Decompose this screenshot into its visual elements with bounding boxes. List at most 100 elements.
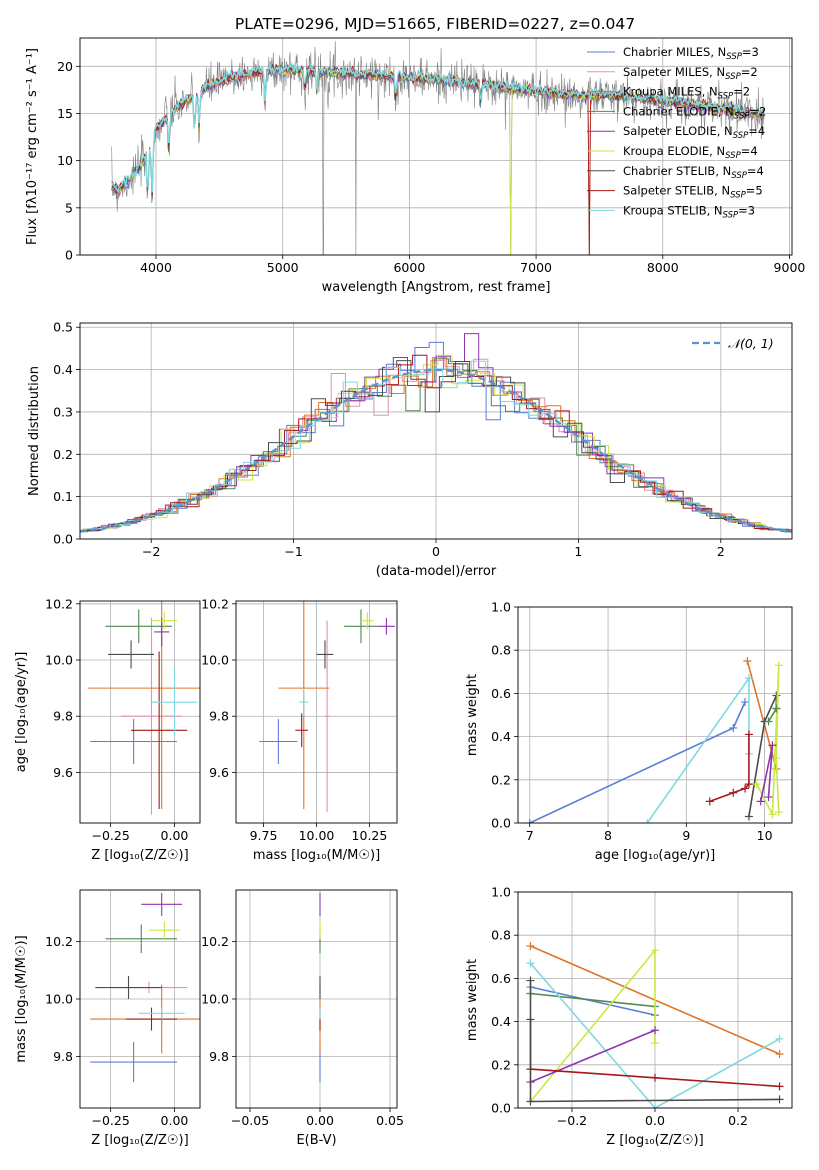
error-point-salpeter-miles [324, 620, 330, 812]
y-tick-label: 10.0 [45, 992, 73, 1007]
x-tick-label: 0.00 [306, 1113, 334, 1128]
weight-marker [526, 976, 535, 985]
axes-frame [517, 606, 793, 824]
x-tick-label: −0.05 [231, 1113, 269, 1128]
y-tick-label: 10.2 [201, 596, 229, 611]
x-tick-label: 1 [574, 544, 582, 559]
x-tick-label: 10.00 [299, 828, 335, 843]
x-tick-label: 10.25 [352, 828, 388, 843]
panel-z_mass: −0.25 0.00 9.8 10.0 10.2 Z [log₁₀(Z/Z☉)] mass … [14, 889, 201, 1148]
y-tick-label: 9.6 [209, 765, 229, 780]
x-tick-label: 9.75 [250, 828, 278, 843]
weight-marker [705, 797, 714, 806]
x-axis-label: E(B-V) [296, 1133, 336, 1148]
weight-marker [526, 959, 535, 968]
y-tick-label: 0.2 [491, 772, 511, 787]
y-tick-label: 0.4 [53, 362, 73, 377]
error-point-chabrier-miles [90, 1042, 178, 1083]
y-tick-label: 0.8 [491, 928, 511, 943]
plot-area [90, 892, 200, 1083]
x-tick-label: 7 [526, 828, 534, 843]
weight-marker [768, 741, 777, 750]
grid-lines [236, 601, 397, 823]
y-tick-label: 15 [57, 106, 73, 121]
y-tick-label: 0.0 [491, 1101, 511, 1116]
weight-marker [774, 808, 783, 817]
x-axis-label: Z [log₁₀(Z/Z☉)] [91, 848, 188, 863]
axes-frame [235, 889, 398, 1109]
x-tick-label: 2 [717, 544, 725, 559]
error-point-kroupa-miles [87, 601, 200, 809]
error-point-kroupa-stelib [138, 1007, 185, 1020]
y-tick-label: 10 [57, 153, 73, 168]
x-tick-label: −0.25 [91, 1113, 129, 1128]
y-axis-label: Normed distribution [27, 366, 42, 496]
legend-entry: Chabrier STELIB, NSSP=4 [623, 164, 764, 181]
histogram-chabrier-stelib [83, 360, 792, 532]
weight-marker [643, 819, 652, 823]
weight-marker [752, 780, 761, 789]
weight-line-chabrier-miles [530, 986, 656, 1016]
weight-marker [741, 784, 750, 793]
grid-lines [236, 890, 397, 1108]
y-tick-label: 0.6 [491, 971, 511, 986]
y-tick-label: 1.0 [491, 600, 511, 615]
x-axis-label: (data-model)/error [376, 564, 497, 579]
plot-area [526, 942, 784, 1108]
y-tick-label: 0.4 [491, 729, 511, 744]
weight-marker [775, 1034, 784, 1043]
plot-area [525, 657, 783, 823]
y-tick-label: 5 [65, 200, 73, 215]
x-tick-label: 0.05 [376, 1113, 404, 1128]
weight-line-chabrier-stelib [748, 695, 778, 817]
x-tick-label: 7000 [520, 260, 552, 275]
x-tick-label: −0.25 [91, 828, 129, 843]
y-tick-label: 9.8 [53, 1049, 73, 1064]
error-point-kroupa-elodie [148, 921, 180, 939]
error-point-salpeter-elodie [377, 617, 395, 635]
axes-frame [79, 889, 201, 1109]
legend-entry: Salpeter MILES, NSSP=2 [623, 65, 758, 82]
weight-line-chabrier-elodie [767, 708, 777, 722]
y-axis-label: mass [log₁₀(M/M☉)] [14, 935, 29, 1062]
y-tick-label: 20 [57, 59, 73, 74]
weight-marker [744, 730, 753, 739]
error-point-kroupa-elodie [151, 612, 178, 630]
grid-lines [80, 890, 200, 1108]
x-tick-label: −0.2 [557, 1113, 587, 1128]
panel-spectrum: 4000 5000 6000 7000 8000 9000 0 5 10 15 20 waveleng… [25, 37, 805, 295]
y-tick-label: 0.4 [491, 1014, 511, 1029]
y-tick-label: 9.6 [53, 765, 73, 780]
weight-marker [729, 788, 738, 797]
error-point-chabrier-elodie [344, 609, 378, 644]
y-tick-label: 9.8 [53, 709, 73, 724]
axes-frame [517, 891, 793, 1109]
x-axis-label: Z [log₁₀(Z/Z☉)] [91, 1133, 188, 1148]
error-point-salpeter-miles [120, 617, 183, 815]
weight-marker [651, 1104, 659, 1108]
y-tick-label: 0.5 [53, 320, 73, 335]
panel-ebv_mass: −0.05 0.00 0.05 9.8 10.0 10.2 E(B-V) [201, 889, 404, 1148]
weight-marker [764, 793, 773, 802]
y-tick-label: 0.2 [491, 1057, 511, 1072]
weight-marker [772, 691, 781, 700]
plot-area [259, 601, 395, 812]
legend-entry: Kroupa STELIB, NSSP=3 [623, 203, 755, 220]
weight-marker [744, 780, 753, 789]
error-point-chabrier-elodie [105, 924, 178, 954]
weight-marker [525, 819, 534, 823]
histogram-kroupa-elodie [81, 354, 792, 532]
x-tick-label: 8 [604, 828, 612, 843]
x-tick-label: 8000 [647, 260, 679, 275]
error-point-salpeter-stelib [131, 651, 188, 809]
error-point-kroupa-stelib [299, 688, 309, 717]
grid-lines [518, 606, 792, 824]
y-axis-label: mass weight [465, 674, 480, 756]
weight-line-kroupa-stelib [646, 675, 750, 823]
axes-frame [79, 600, 201, 824]
x-tick-label: 10 [757, 828, 773, 843]
x-axis-label: age [log₁₀(age/yr)] [595, 848, 716, 863]
weight-marker [744, 674, 753, 683]
weight-marker [651, 946, 659, 955]
